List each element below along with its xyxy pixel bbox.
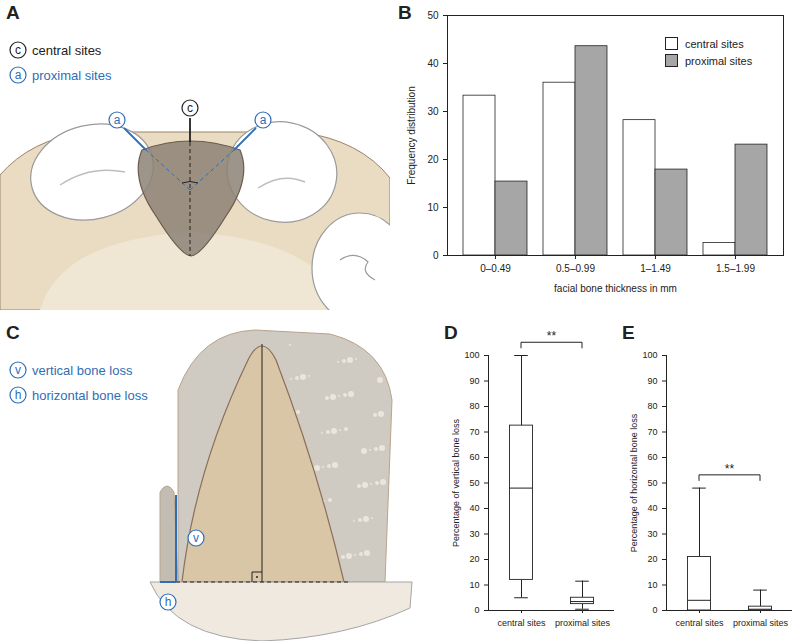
svg-text:50: 50 xyxy=(469,478,479,488)
svg-text:v: v xyxy=(15,363,21,377)
svg-text:horizontal bone loss: horizontal bone loss xyxy=(32,388,148,403)
svg-text:90: 90 xyxy=(469,376,479,386)
svg-text:60: 60 xyxy=(469,452,479,462)
svg-text:0–0.49: 0–0.49 xyxy=(480,263,511,274)
svg-text:80: 80 xyxy=(469,401,479,411)
svg-text:Frequency distribution: Frequency distribution xyxy=(406,86,417,184)
html-text:proximal sites: proximal sites xyxy=(685,54,753,67)
svg-text:a: a xyxy=(15,68,22,82)
html-text:B: B xyxy=(398,2,412,23)
svg-text:90: 90 xyxy=(647,376,657,386)
svg-text:h: h xyxy=(15,388,22,402)
svg-text:10: 10 xyxy=(469,580,479,590)
svg-text:0: 0 xyxy=(474,605,479,615)
svg-text:40: 40 xyxy=(647,503,657,513)
html-text:C: C xyxy=(6,322,20,343)
svg-text:central sites: central sites xyxy=(32,43,102,58)
svg-text:30: 30 xyxy=(427,106,439,117)
svg-text:50: 50 xyxy=(427,10,439,21)
svg-text:60: 60 xyxy=(647,452,657,462)
svg-text:20: 20 xyxy=(427,154,439,165)
svg-text:30: 30 xyxy=(469,529,479,539)
svg-text:100: 100 xyxy=(642,350,657,360)
svg-text:100: 100 xyxy=(464,350,479,360)
svg-text:proximal sites: proximal sites xyxy=(733,618,789,628)
html-text:central sites: central sites xyxy=(685,37,744,50)
svg-text:facial bone thickness in mm: facial bone thickness in mm xyxy=(554,283,677,294)
svg-text:40: 40 xyxy=(469,503,479,513)
svg-text:a: a xyxy=(114,113,121,127)
svg-text:1.5–1.99: 1.5–1.99 xyxy=(716,263,755,274)
svg-text:30: 30 xyxy=(647,529,657,539)
svg-text:v: v xyxy=(193,531,199,545)
svg-text:h: h xyxy=(165,595,172,609)
svg-text:10: 10 xyxy=(647,580,657,590)
svg-text:proximal sites: proximal sites xyxy=(32,68,112,83)
svg-text:proximal sites: proximal sites xyxy=(555,618,611,628)
svg-text:Percentage of horizontal bone: Percentage of horizontal bone loss xyxy=(629,413,639,552)
html-text:A: A xyxy=(6,2,20,23)
svg-text:c: c xyxy=(15,43,21,57)
svg-text:70: 70 xyxy=(647,427,657,437)
svg-text:**: ** xyxy=(725,462,735,476)
svg-text:**: ** xyxy=(547,329,557,343)
svg-text:0.5–0.99: 0.5–0.99 xyxy=(556,263,595,274)
svg-text:40: 40 xyxy=(427,58,439,69)
html-text:D: D xyxy=(444,322,458,343)
svg-text:50: 50 xyxy=(647,478,657,488)
svg-text:central sites: central sites xyxy=(675,618,724,628)
svg-text:20: 20 xyxy=(469,554,479,564)
svg-text:Percentage of vertical bone lo: Percentage of vertical bone loss xyxy=(451,418,461,547)
svg-text:0: 0 xyxy=(652,605,657,615)
svg-text:1–1.49: 1–1.49 xyxy=(640,263,671,274)
svg-text:a: a xyxy=(260,113,267,127)
svg-text:c: c xyxy=(187,101,193,115)
svg-text:80: 80 xyxy=(647,401,657,411)
svg-text:0: 0 xyxy=(433,250,439,261)
svg-text:20: 20 xyxy=(647,554,657,564)
html-text:E: E xyxy=(622,322,635,343)
svg-text:vertical bone loss: vertical bone loss xyxy=(32,363,133,378)
svg-text:central sites: central sites xyxy=(497,618,546,628)
svg-text:70: 70 xyxy=(469,427,479,437)
svg-text:10: 10 xyxy=(427,202,439,213)
